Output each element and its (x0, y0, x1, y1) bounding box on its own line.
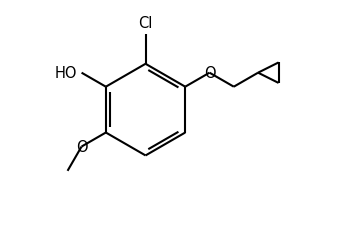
Text: HO: HO (55, 66, 77, 81)
Text: O: O (76, 140, 87, 154)
Text: O: O (204, 66, 215, 81)
Text: Cl: Cl (138, 16, 153, 31)
